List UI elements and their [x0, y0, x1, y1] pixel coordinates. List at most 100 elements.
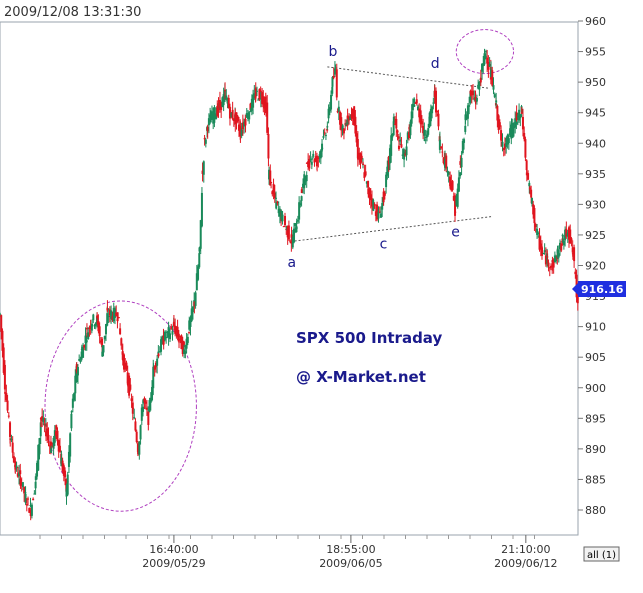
price-bar-body [139, 425, 142, 440]
price-bar-body [188, 320, 191, 330]
price-bar-body [541, 251, 544, 253]
price-bar-body [403, 151, 406, 160]
price-bar-body [532, 204, 535, 215]
price-bar-body [401, 154, 404, 156]
price-bar-body [293, 228, 296, 243]
price-bar-body [58, 445, 61, 452]
price-bar-body [179, 335, 182, 337]
price-bar-body [483, 53, 486, 65]
price-bar-body [258, 89, 261, 100]
price-bar-body [400, 144, 403, 148]
price-bar-body [446, 171, 449, 173]
price-bar-body [253, 93, 256, 98]
price-bar-body [346, 122, 349, 124]
price-bar-body [41, 416, 44, 422]
price-bar-body [447, 171, 450, 175]
price-bar-body [488, 63, 491, 67]
price-bar-body [126, 383, 129, 386]
price-bar-body [152, 366, 155, 389]
price-bar-body [24, 493, 27, 503]
wave-label-a: a [288, 255, 297, 271]
price-bar-body [147, 411, 150, 425]
wave-label-c: c [380, 237, 388, 253]
price-bar-body [203, 138, 206, 140]
price-bar-body [56, 430, 59, 442]
price-bar-body [176, 326, 179, 337]
price-bar-body [570, 238, 573, 241]
price-bar-body [122, 354, 125, 370]
price-bar-body [406, 132, 409, 140]
price-bar-body [184, 351, 187, 355]
price-bar-body [225, 95, 228, 100]
price-bar-body [505, 138, 508, 142]
price-bar-body [175, 326, 178, 333]
price-bar-body [516, 116, 519, 118]
price-bar-body [191, 306, 194, 313]
price-bar-body [374, 211, 377, 216]
price-bar-body [85, 340, 88, 343]
price-bar-body [319, 150, 322, 159]
price-bar-body [280, 211, 283, 220]
price-bar-body [112, 307, 115, 322]
price-bar-body [261, 92, 264, 104]
price-bar-body [9, 422, 12, 437]
price-bar-body [290, 234, 293, 238]
trendline [327, 66, 490, 89]
price-bar-body [107, 315, 110, 318]
price-bar-body [52, 437, 55, 449]
price-bar-body [221, 97, 224, 108]
price-bar-body [356, 139, 359, 159]
price-bar-body [101, 351, 104, 357]
price-bar-body [96, 315, 99, 319]
price-bar-body [34, 476, 37, 481]
price-bar-body [156, 358, 159, 366]
price-bar-body [21, 482, 24, 487]
price-bar-body [459, 161, 462, 165]
price-bar-body [216, 106, 219, 116]
price-bar-body [140, 407, 143, 421]
price-bar-body [344, 123, 347, 125]
y-tick-label: 930 [585, 198, 606, 211]
price-bar-body [145, 407, 148, 410]
price-bar-body [302, 183, 305, 188]
price-bar-body [308, 158, 311, 169]
price-bar-body [89, 325, 92, 329]
price-bar-body [124, 362, 127, 366]
all-button-box[interactable] [583, 546, 620, 562]
price-bar-body [500, 140, 503, 142]
price-bar-body [6, 400, 9, 411]
price-bar-body [213, 107, 216, 120]
price-bar-body [230, 112, 233, 118]
y-tick-label: 885 [585, 473, 606, 486]
price-bar-body [455, 196, 458, 206]
price-bar-body [490, 69, 493, 77]
price-bar-body [120, 338, 123, 346]
price-bar-body [220, 101, 223, 110]
y-tick-label: 925 [585, 229, 606, 242]
price-bar-body [84, 335, 87, 344]
price-bar-body [32, 498, 35, 501]
annotation-source: @ X-Market.net [296, 368, 426, 386]
price-bar-body [1, 330, 4, 351]
price-bar-body [498, 122, 501, 127]
price-bar-body [286, 225, 289, 238]
price-bar-body [239, 127, 242, 137]
price-bar-body [201, 170, 204, 174]
price-bar-body [409, 121, 412, 136]
price-bar-body [10, 438, 13, 441]
price-bar-body [481, 63, 484, 72]
price-bar-body [515, 112, 518, 120]
price-tag-box [578, 281, 626, 297]
price-bar-body [419, 110, 422, 125]
price-bar-body [360, 155, 363, 160]
price-bar-body [327, 108, 330, 119]
price-bar-body [144, 401, 147, 404]
price-bar-body [97, 320, 100, 332]
all-button[interactable]: all (1) [583, 546, 620, 562]
price-bar-body [305, 175, 308, 182]
price-bar-body [503, 143, 506, 149]
price-bar-body [388, 148, 391, 164]
price-bar-body [547, 262, 550, 267]
price-bar-body [53, 430, 56, 443]
